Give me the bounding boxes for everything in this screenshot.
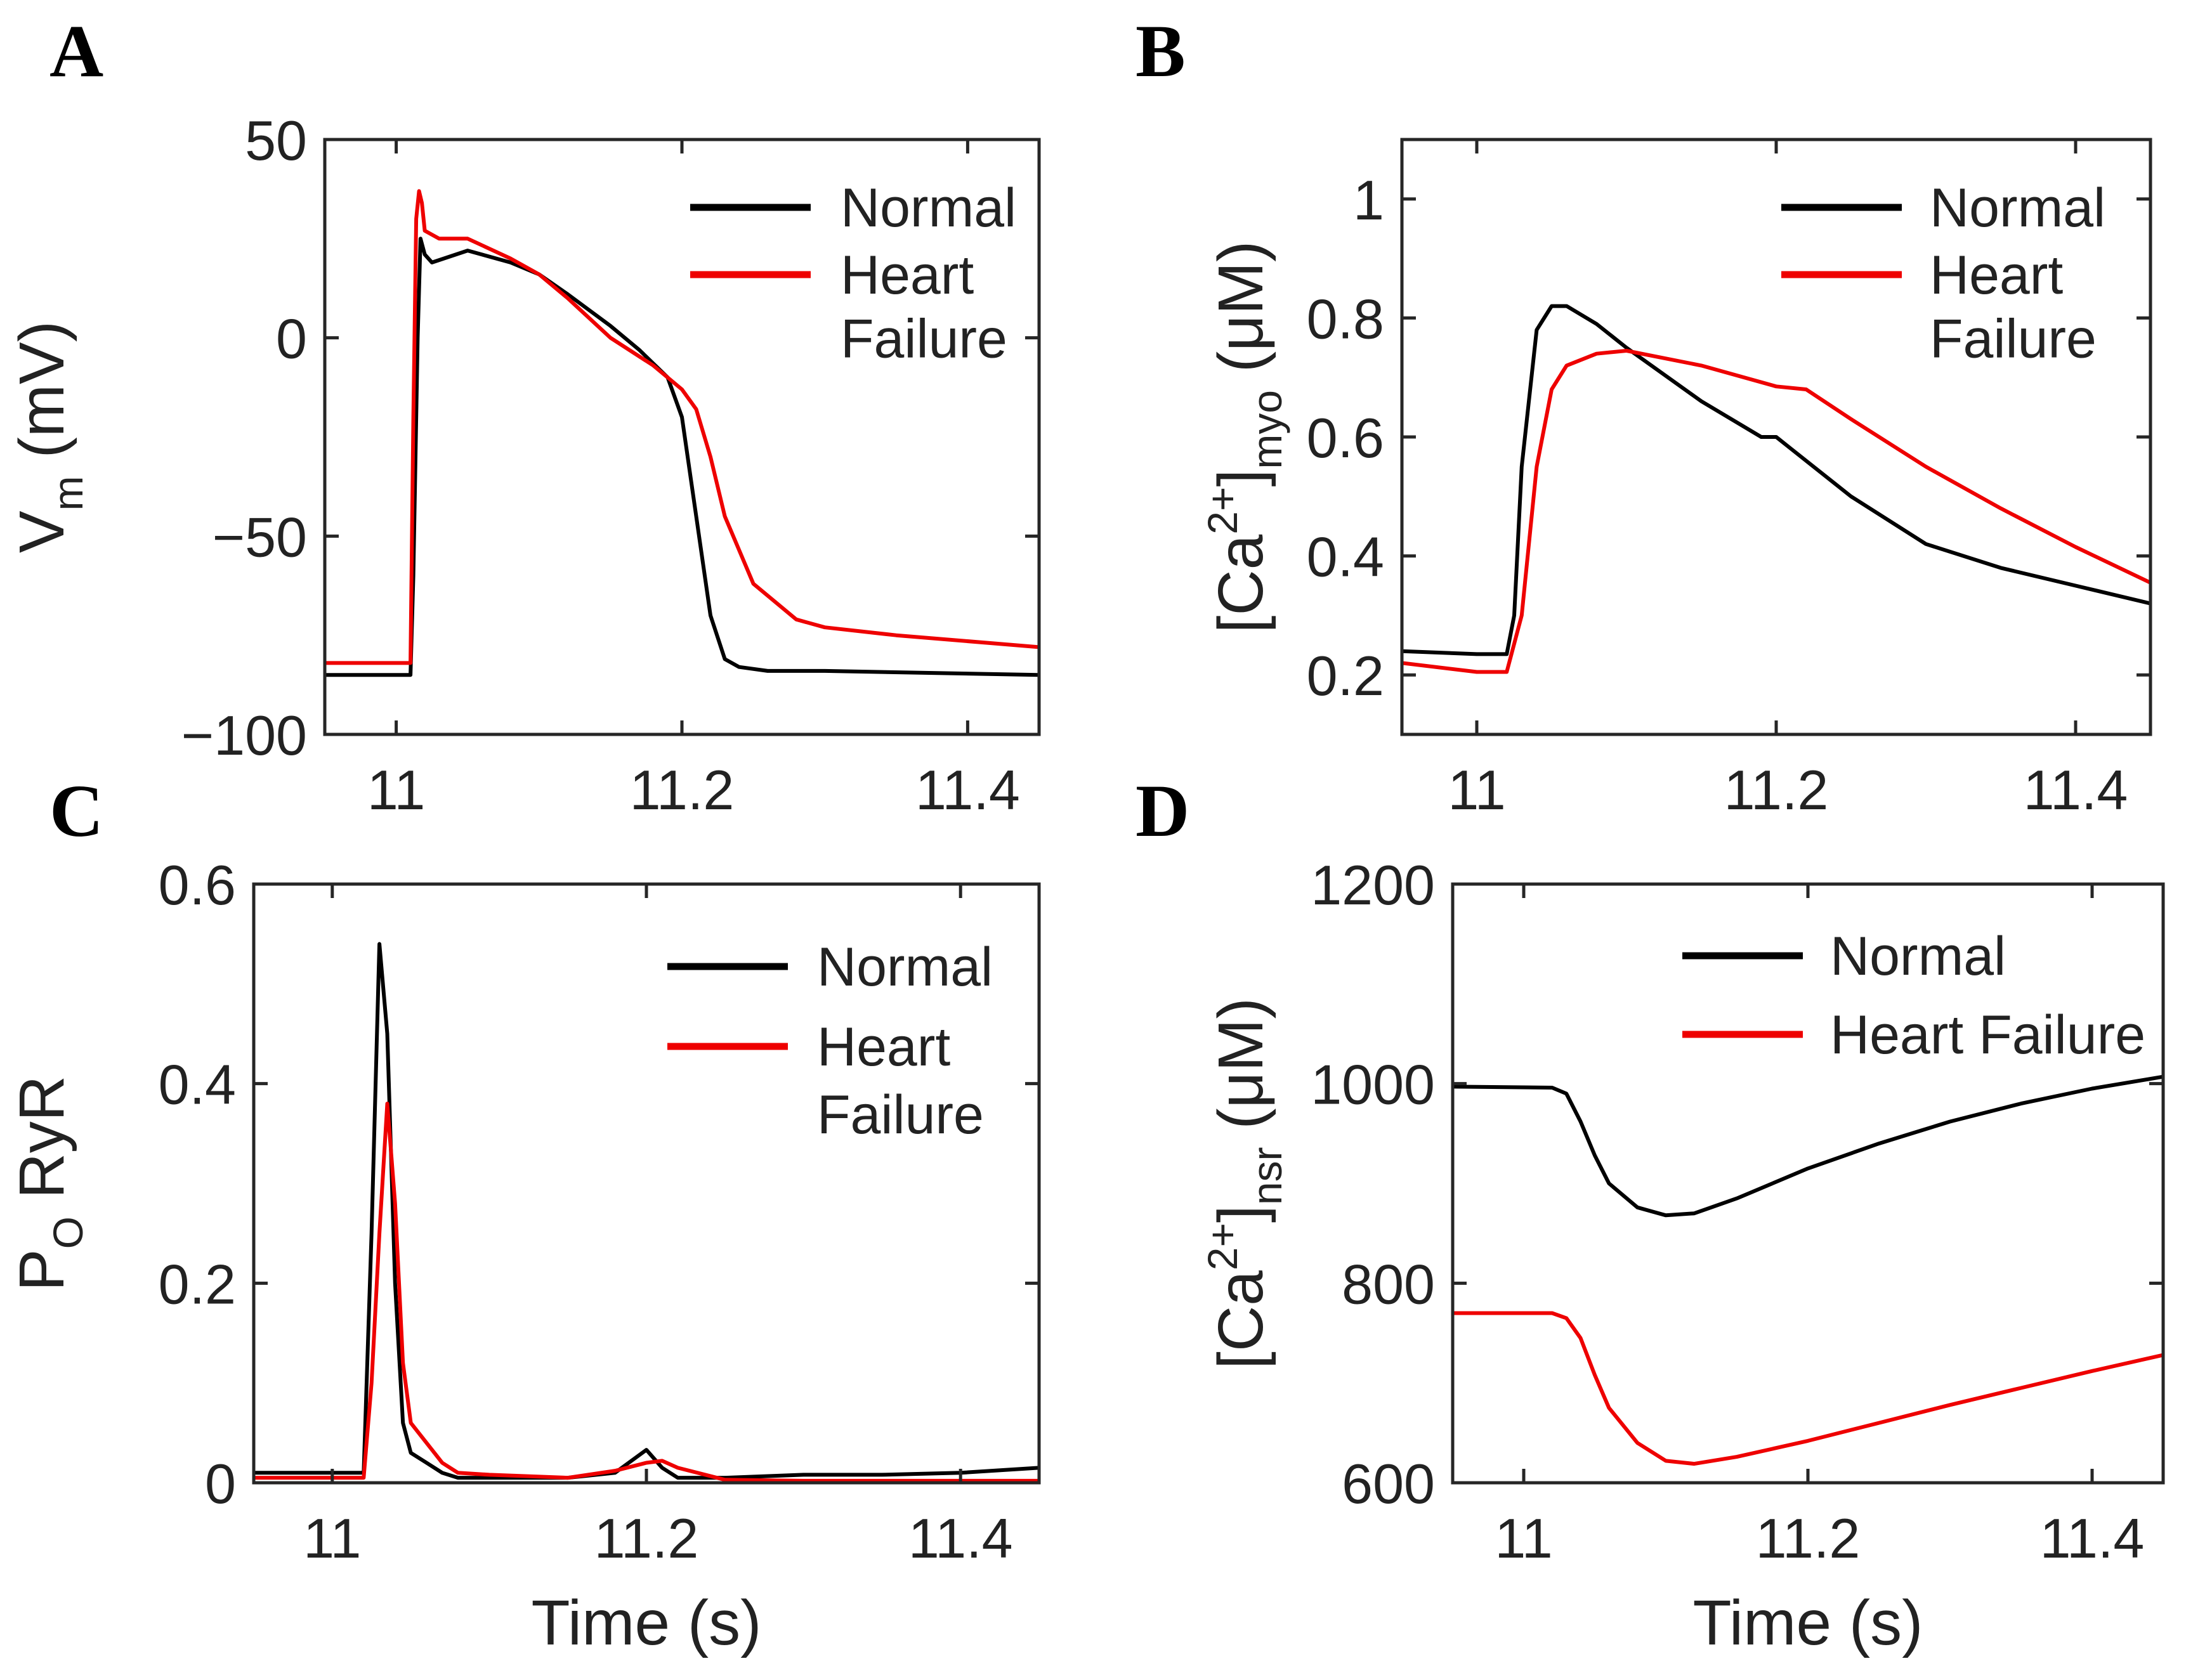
y-axis-label: Vm (mV) xyxy=(6,321,91,553)
y-label-sub: m xyxy=(44,476,91,511)
y-tick-label: 0 xyxy=(205,1452,236,1515)
legend-label: Heart xyxy=(1930,245,2063,306)
panel-letter: A xyxy=(49,10,103,93)
x-tick-label: 11.2 xyxy=(1724,759,1829,821)
y-tick-label: −100 xyxy=(181,704,307,767)
x-tick-label: 11 xyxy=(1495,1507,1552,1570)
series-line-heart-failure xyxy=(1402,349,2150,674)
y-axis-label: [Ca2+]nsr (μM) xyxy=(1199,998,1290,1369)
x-tick-label: 11 xyxy=(303,1507,361,1570)
y-axis-label: PO RyR xyxy=(6,1076,91,1291)
legend-label: Normal xyxy=(1830,926,2006,987)
panel-letter: C xyxy=(49,769,103,852)
y-tick-label: 0.6 xyxy=(159,854,236,916)
y-label-sup: 2+ xyxy=(1199,486,1246,534)
legend-label: Heart xyxy=(841,245,974,306)
x-tick-label: 11.2 xyxy=(1756,1507,1861,1570)
y-label-sub: O xyxy=(44,1216,91,1249)
y-label-sub: nsr xyxy=(1243,1147,1290,1205)
y-label-sup: 2+ xyxy=(1199,1223,1246,1270)
panel-letter: B xyxy=(1136,10,1186,93)
y-label-main: P xyxy=(6,1249,77,1291)
y-tick-label: −50 xyxy=(213,505,307,568)
x-axis-label: Time (s) xyxy=(1693,1587,1923,1658)
series-line-normal xyxy=(254,942,1039,1480)
panel-letter: D xyxy=(1136,769,1189,852)
series-line-heart-failure xyxy=(325,189,1039,665)
y-tick-label: 800 xyxy=(1342,1253,1435,1315)
y-tick-label: 1200 xyxy=(1311,854,1435,916)
y-label-bracket: ] xyxy=(1205,1205,1276,1223)
y-tick-label: 0.2 xyxy=(159,1253,236,1315)
panel-c: C 11 11.2 11.4 0 0.2 0.4 0.6 Time (s) PO RyR Norma… xyxy=(6,769,1041,1658)
x-tick-label: 11.2 xyxy=(594,1507,699,1570)
y-tick-label: 0.2 xyxy=(1307,644,1384,707)
legend-label: Heart xyxy=(817,1017,950,1078)
y-label-sub: myo xyxy=(1243,390,1290,469)
series-line-normal xyxy=(1453,1074,2163,1218)
y-label-bracket: ] xyxy=(1205,469,1276,487)
legend-label: Failure xyxy=(841,309,1007,370)
y-tick-label: 0 xyxy=(276,308,307,370)
y-label-unit: (μM) xyxy=(1205,998,1276,1147)
series-line-heart-failure xyxy=(254,1102,1039,1483)
x-tick-label: 11.4 xyxy=(908,1507,1013,1570)
y-label-unit: (μM) xyxy=(1205,241,1276,390)
axes-frame xyxy=(1451,882,2165,1485)
y-tick-label: 1000 xyxy=(1311,1053,1435,1116)
y-tick-label: 600 xyxy=(1342,1452,1435,1515)
series-line-normal xyxy=(1402,304,2150,656)
panel-d: D 11 11.2 11.4 600 800 1000 1200 Time (s) [Ca2+]n… xyxy=(1136,769,2165,1658)
x-tick-label: 11.4 xyxy=(915,759,1020,821)
legend-label: Normal xyxy=(817,937,993,998)
y-tick-label: 0.4 xyxy=(159,1053,236,1116)
y-tick-label: 0.8 xyxy=(1307,287,1384,350)
y-axis-label: [Ca2+]myo (μM) xyxy=(1199,241,1290,634)
y-label-unit: RyR xyxy=(6,1076,77,1216)
y-tick-label: 50 xyxy=(245,109,307,172)
legend-label: Failure xyxy=(817,1084,984,1145)
y-label-main: V xyxy=(6,511,77,553)
x-axis-label: Time (s) xyxy=(532,1587,762,1658)
panel-b: B 11 11.2 11.4 0.2 0.4 0.6 0.8 1 [Ca2+]myo (μM) No… xyxy=(1136,10,2152,821)
y-label-main: [Ca xyxy=(1205,1270,1276,1369)
x-tick-label: 11 xyxy=(367,759,425,821)
legend-label: Failure xyxy=(1930,309,2097,370)
y-label-main: [Ca xyxy=(1205,534,1276,633)
x-tick-label: 11.2 xyxy=(630,759,735,821)
y-tick-label: 1 xyxy=(1353,169,1384,231)
legend: Normal Heart Failure xyxy=(1682,926,2145,1065)
legend-label: Normal xyxy=(1930,178,2105,238)
x-tick-label: 11.4 xyxy=(2040,1507,2145,1570)
series-line-normal xyxy=(325,237,1039,677)
y-label-unit: (mV) xyxy=(6,321,77,476)
x-tick-label: 11 xyxy=(1448,759,1505,821)
y-tick-label: 0.6 xyxy=(1307,407,1384,469)
series-line-heart-failure xyxy=(1453,1311,2163,1466)
legend-label: Normal xyxy=(841,178,1016,238)
panel-a: A 11 11.2 11.4 −100 −50 0 50 Vm (mV) Normal HeartF… xyxy=(6,10,1041,821)
y-tick-label: 0.4 xyxy=(1307,526,1384,589)
x-tick-label: 11.4 xyxy=(2024,759,2128,821)
legend-label: Heart Failure xyxy=(1830,1005,2145,1065)
